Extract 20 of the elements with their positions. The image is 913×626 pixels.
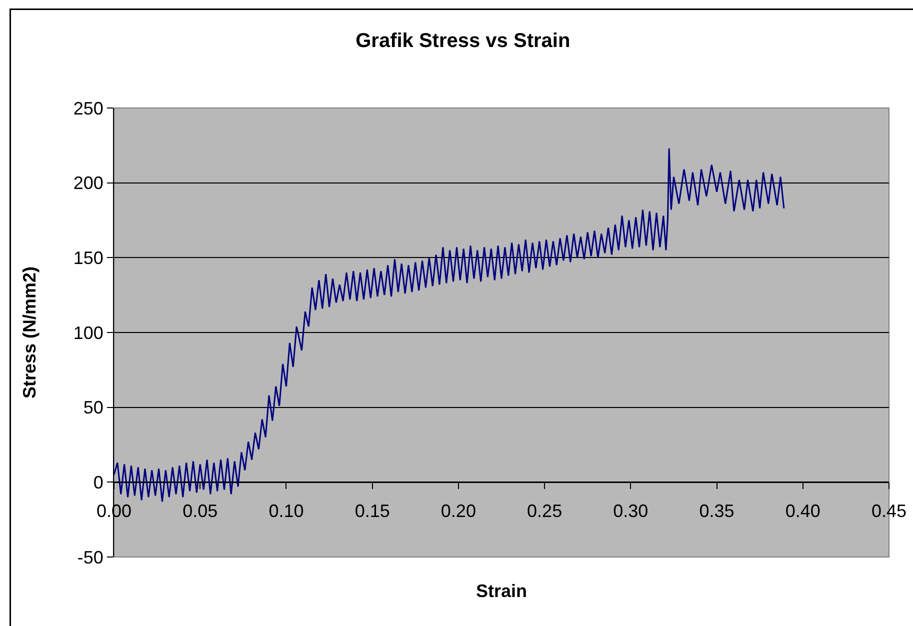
y-tick-label: 250	[73, 98, 104, 118]
x-tick-label: 0.40	[785, 500, 820, 521]
x-tick-label: 0.30	[613, 500, 648, 521]
x-tick-label: 0.45	[871, 500, 907, 521]
x-tick-label: 0.10	[268, 500, 304, 521]
y-tick-label: 200	[73, 173, 104, 194]
x-tick-label: 0.05	[182, 500, 218, 521]
line-series	[114, 148, 785, 502]
y-tick-label: -50	[77, 547, 104, 568]
y-tick-label: 0	[93, 472, 104, 492]
chart-title: Grafik Stress vs Strain	[356, 30, 570, 52]
x-tick-label: 0.15	[354, 500, 390, 521]
y-axis-title: Stress (N/mm2)	[20, 266, 40, 399]
y-tick-label: 150	[73, 248, 104, 268]
x-tick-label: 0.20	[440, 500, 476, 521]
x-axis-title: Strain	[476, 580, 528, 601]
x-tick-label: 0.35	[699, 500, 734, 521]
x-tick-label: 0.25	[527, 500, 562, 521]
y-tick-label: 50	[83, 398, 104, 418]
y-tick-label: 100	[73, 322, 104, 343]
